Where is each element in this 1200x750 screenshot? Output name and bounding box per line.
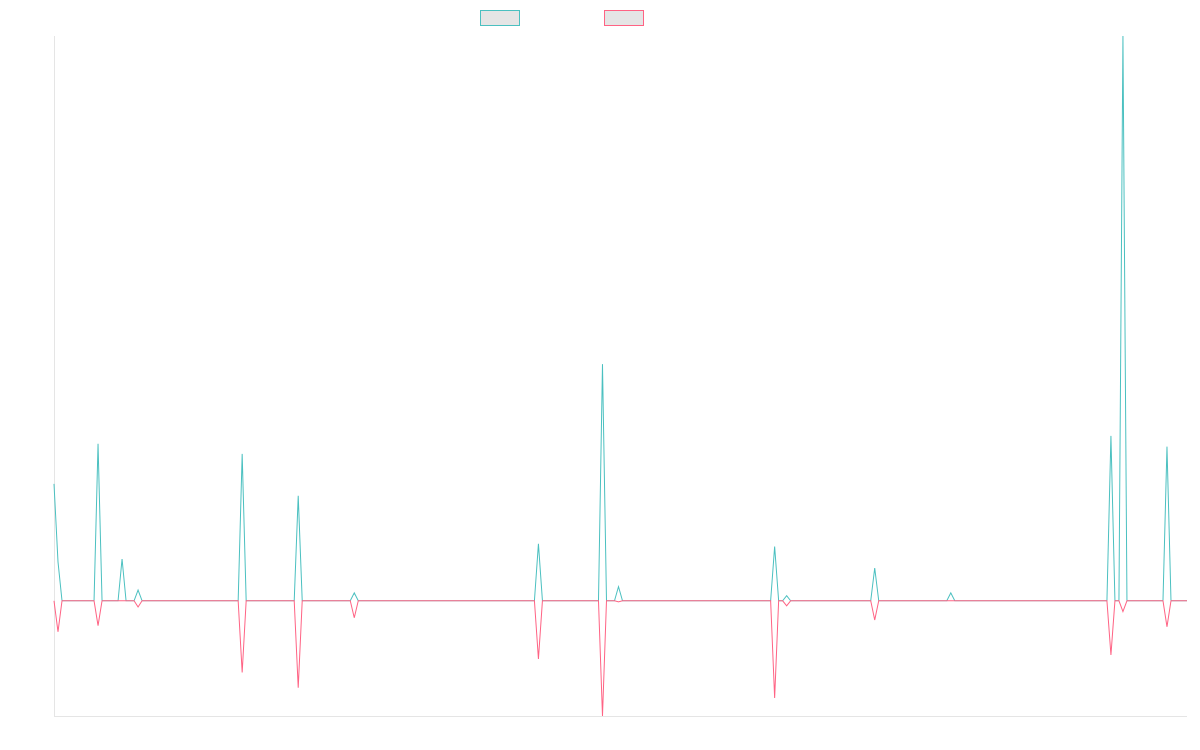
legend-series-1-swatch[interactable] [480,10,520,26]
legend-series-2-swatch[interactable] [604,10,644,26]
series-2-line [53,600,1187,717]
series-1-line [53,35,1187,602]
